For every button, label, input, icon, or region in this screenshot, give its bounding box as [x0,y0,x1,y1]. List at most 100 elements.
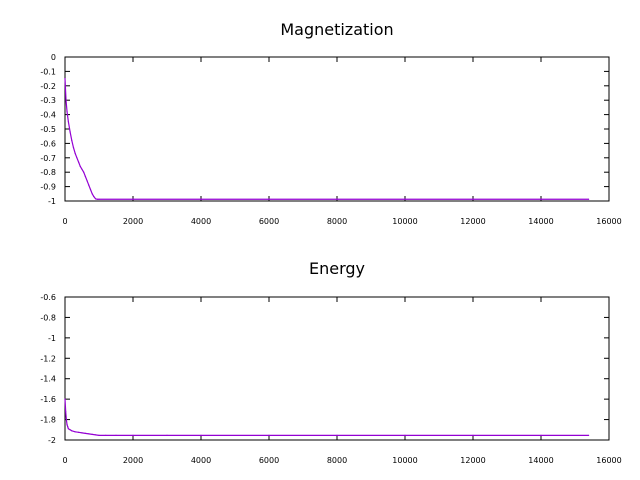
magnetization-y-tick-label: -0.5 [40,125,56,134]
energy-data-point [404,434,406,436]
energy-x-tick-label: 0 [62,456,67,465]
magnetization-data-point [540,198,542,200]
energy-data-point [132,434,134,436]
energy-x-tick-label: 14000 [528,456,553,465]
energy-data-point [67,428,69,430]
magnetization-data-point [72,147,75,149]
energy-y-tick-label: -1.8 [40,416,56,425]
energy-data-point [67,426,69,428]
magnetization-data-point [65,99,67,101]
energy-data-point [69,429,71,431]
energy-y-tick-label: -1 [48,334,56,343]
magnetization-data-point [76,157,78,159]
magnetization-data-point [74,152,76,155]
magnetization-x-tick-label: 14000 [528,217,553,226]
magnetization-x-tick-label: 2000 [123,217,143,226]
energy-y-tick-label: -1.4 [40,375,56,384]
energy-data-point [336,434,338,436]
energy-data-point [81,432,83,434]
energy-data-point [540,434,542,436]
magnetization-chart: Magnetization 0 2000 4000 6000 8000 10000 12000… [40,20,621,226]
magnetization-x-tick-label: 4000 [191,217,211,226]
magnetization-series-line [64,78,589,200]
energy-data-point [71,430,73,432]
magnetization-data-point [93,196,95,198]
energy-y-tick-label: -0.6 [40,293,56,302]
magnetization-data-point [84,175,86,178]
magnetization-data-point [66,111,68,113]
energy-data-point [268,434,270,436]
energy-series-line [64,399,589,436]
energy-data-point [166,434,168,436]
magnetization-data-point [404,198,406,200]
magnetization-y-tick-label: -0.9 [40,183,56,192]
energy-data-point [588,434,590,436]
magnetization-plot-frame [64,56,610,202]
magnetization-data-point [83,171,85,173]
magnetization-x-tick-label: 12000 [460,217,485,226]
magnetization-data-point [79,165,81,168]
energy-data-point [105,434,107,436]
magnetization-data-point [71,139,73,142]
magnetization-data-point [472,198,474,200]
magnetization-data-point [78,161,80,163]
magnetization-y-tick-label: -0.2 [40,82,56,91]
magnetization-x-tick-label: 8000 [327,217,347,226]
energy-data-point [64,398,66,400]
energy-x-tick-label: 8000 [327,456,347,465]
magnetization-data-point [588,198,590,200]
energy-data-point [98,434,100,436]
magnetization-data-point [88,184,90,186]
energy-data-point [200,434,202,436]
magnetization-data-point [95,198,97,200]
magnetization-y-tick-label: -0.4 [40,111,56,120]
energy-x-tick-label: 16000 [596,456,621,465]
energy-data-point [84,432,86,434]
energy-x-tick-label: 12000 [460,456,485,465]
magnetization-title: Magnetization [280,20,393,39]
magnetization-y-tick-label: -1 [48,197,56,206]
energy-x-tick-label: 4000 [191,456,211,465]
energy-data-point [78,431,80,433]
magnetization-data-point [96,198,98,200]
magnetization-y-tick-label: -0.8 [40,168,56,177]
magnetization-data-point [69,131,71,133]
energy-y-tick-label: -1.2 [40,354,56,363]
magnetization-data-point [268,198,270,200]
magnetization-y-tick-label: -0.7 [40,154,56,163]
energy-title: Energy [309,259,365,278]
magnetization-data-point [132,198,134,200]
energy-chart: Energy 0 2000 4000 6000 8000 10000 12000 14000 16… [40,259,621,465]
magnetization-x-tick-label: 10000 [392,217,417,226]
magnetization-data-point [91,193,93,195]
magnetization-x-tick-label: 0 [62,217,67,226]
energy-y-tick-label: -0.8 [40,313,56,322]
energy-x-tick-label: 6000 [259,456,279,465]
energy-data-point [65,418,67,421]
energy-data-point [95,434,97,436]
energy-y-tick-label: -2 [48,436,56,445]
energy-x-tick-label: 2000 [123,456,143,465]
magnetization-data-point [89,188,92,191]
magnetization-data-point [81,168,83,170]
energy-y-tick-label: -1.6 [40,395,56,404]
energy-data-point [74,431,76,433]
magnetization-data-point [200,198,202,200]
magnetization-y-tick-label: -0.3 [40,96,56,105]
magnetization-data-point [67,121,69,123]
magnetization-x-tick-label: 16000 [596,217,621,226]
energy-data-point [115,434,117,436]
magnetization-data-point [336,198,338,200]
energy-data-point [472,434,474,436]
magnetization-data-point [64,78,66,80]
magnetization-y-tick-label: 0 [51,53,56,62]
energy-data-point [91,433,93,435]
magnetization-y-tick-label: -0.1 [40,67,56,76]
energy-data-point [88,433,90,435]
magnetization-data-point [98,198,100,200]
magnetization-x-tick-label: 6000 [259,217,279,226]
energy-data-point [65,410,67,412]
magnetization-y-tick-label: -0.6 [40,139,56,148]
energy-plot-frame [64,296,610,441]
